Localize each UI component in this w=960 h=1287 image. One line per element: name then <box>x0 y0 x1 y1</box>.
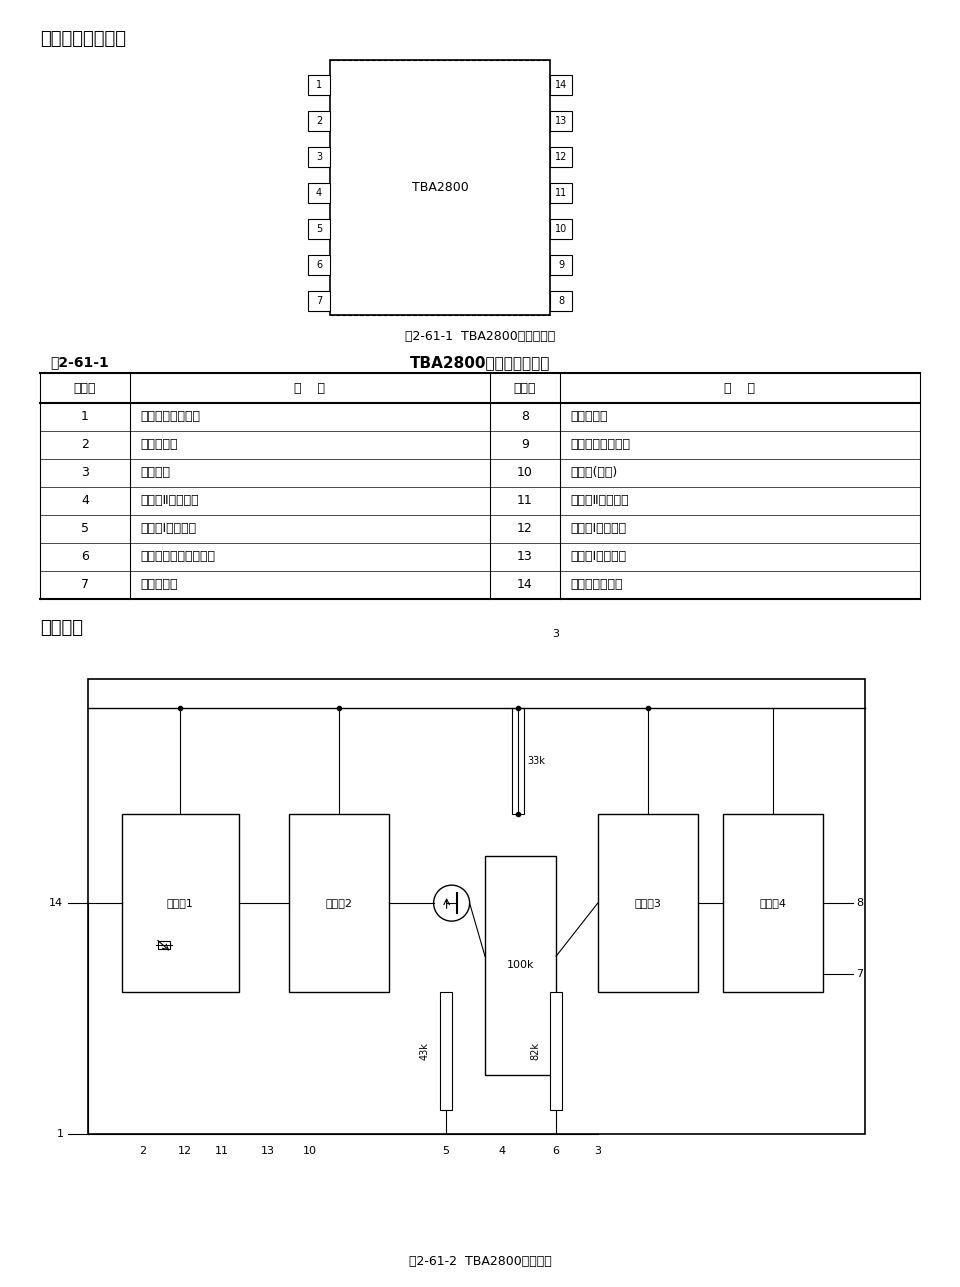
FancyBboxPatch shape <box>550 291 572 311</box>
FancyBboxPatch shape <box>550 992 562 1109</box>
Text: 82k: 82k <box>530 1042 540 1060</box>
FancyBboxPatch shape <box>550 183 572 203</box>
Text: 12: 12 <box>555 152 567 162</box>
Text: 9: 9 <box>558 260 564 270</box>
Text: 14: 14 <box>49 898 63 909</box>
Text: 2: 2 <box>81 439 89 452</box>
Text: 放大器Ⅰ的输出端: 放大器Ⅰ的输出端 <box>570 523 626 535</box>
FancyBboxPatch shape <box>550 147 572 167</box>
FancyBboxPatch shape <box>308 111 330 131</box>
FancyBboxPatch shape <box>550 111 572 131</box>
Text: 放大器Ⅱ的输入端: 放大器Ⅱ的输入端 <box>140 494 199 507</box>
Text: 12: 12 <box>178 1145 191 1156</box>
Text: 放大器Ⅰ的接地端: 放大器Ⅰ的接地端 <box>570 551 626 564</box>
FancyBboxPatch shape <box>550 75 572 95</box>
Text: 3: 3 <box>81 466 89 480</box>
Text: 13: 13 <box>517 551 533 564</box>
FancyBboxPatch shape <box>723 815 824 992</box>
FancyBboxPatch shape <box>550 255 572 275</box>
FancyBboxPatch shape <box>289 815 389 992</box>
Text: 引脚号: 引脚号 <box>74 381 96 395</box>
Text: 9: 9 <box>521 439 529 452</box>
FancyBboxPatch shape <box>598 815 698 992</box>
Text: TBA2800引脚符号及功能: TBA2800引脚符号及功能 <box>410 355 550 369</box>
Text: 输出负脉冲: 输出负脉冲 <box>140 578 178 592</box>
Text: 功    能: 功 能 <box>725 381 756 395</box>
FancyBboxPatch shape <box>308 75 330 95</box>
Text: 43k: 43k <box>420 1042 430 1059</box>
FancyBboxPatch shape <box>485 856 556 1075</box>
FancyBboxPatch shape <box>308 219 330 239</box>
Text: 11: 11 <box>215 1145 229 1156</box>
Text: 2: 2 <box>139 1145 146 1156</box>
Text: 6: 6 <box>316 260 322 270</box>
Text: 1: 1 <box>316 80 322 90</box>
Text: 3: 3 <box>553 629 560 640</box>
Text: 10: 10 <box>302 1145 317 1156</box>
FancyBboxPatch shape <box>157 941 170 949</box>
Text: 12: 12 <box>517 523 533 535</box>
FancyBboxPatch shape <box>513 708 524 815</box>
Text: 5: 5 <box>316 224 323 234</box>
Text: 放大器1: 放大器1 <box>167 898 194 909</box>
Text: 3: 3 <box>316 152 322 162</box>
Text: 放大器3: 放大器3 <box>635 898 661 909</box>
Text: 33k: 33k <box>527 757 545 766</box>
Text: 3: 3 <box>594 1145 601 1156</box>
Text: 5: 5 <box>81 523 89 535</box>
Text: 逻辑框图: 逻辑框图 <box>40 619 83 637</box>
Text: 13: 13 <box>555 116 567 126</box>
Text: 功    能: 功 能 <box>295 381 325 395</box>
FancyBboxPatch shape <box>330 60 550 315</box>
Text: 电源电压: 电源电压 <box>140 466 170 480</box>
Text: 输出信号的接地端: 输出信号的接地端 <box>570 439 630 452</box>
Text: 倒相器4: 倒相器4 <box>759 898 786 909</box>
FancyBboxPatch shape <box>122 815 239 992</box>
Text: 4: 4 <box>316 188 322 198</box>
Text: 外接电阻调节分离阈值: 外接电阻调节分离阈值 <box>140 551 215 564</box>
Text: 放大器Ⅰ的输出端: 放大器Ⅰ的输出端 <box>140 523 196 535</box>
Text: 6: 6 <box>553 1145 560 1156</box>
Text: 外接电容器: 外接电容器 <box>140 439 178 452</box>
FancyBboxPatch shape <box>308 255 330 275</box>
FancyBboxPatch shape <box>550 219 572 239</box>
Text: 7: 7 <box>856 969 863 979</box>
Text: 7: 7 <box>81 578 89 592</box>
Text: 4: 4 <box>498 1145 505 1156</box>
Text: 8: 8 <box>521 411 529 423</box>
Text: 图2-61-2  TBA2800逻辑框图: 图2-61-2 TBA2800逻辑框图 <box>409 1255 551 1268</box>
Text: 1: 1 <box>81 411 89 423</box>
Text: 100k: 100k <box>507 960 535 970</box>
Text: 放大器Ⅱ的输入端: 放大器Ⅱ的输入端 <box>570 494 629 507</box>
Text: 5: 5 <box>443 1145 449 1156</box>
FancyBboxPatch shape <box>308 183 330 203</box>
Text: 引脚排列图及功能: 引脚排列图及功能 <box>40 30 126 48</box>
Text: 14: 14 <box>517 578 533 592</box>
Text: 输出正脉冲: 输出正脉冲 <box>570 411 608 423</box>
Text: 输入信号的接地端: 输入信号的接地端 <box>140 411 200 423</box>
Text: 4: 4 <box>81 494 89 507</box>
Text: 2: 2 <box>316 116 323 126</box>
Text: 8: 8 <box>558 296 564 306</box>
FancyBboxPatch shape <box>308 291 330 311</box>
Text: 8: 8 <box>856 898 863 909</box>
Text: 7: 7 <box>316 296 323 306</box>
Text: 11: 11 <box>555 188 567 198</box>
Text: 1: 1 <box>57 1129 63 1139</box>
FancyBboxPatch shape <box>440 992 452 1109</box>
Text: TBA2800: TBA2800 <box>412 181 468 194</box>
Text: 引脚号: 引脚号 <box>514 381 537 395</box>
Text: 10: 10 <box>517 466 533 480</box>
Text: 13: 13 <box>261 1145 275 1156</box>
Text: 10: 10 <box>555 224 567 234</box>
Text: 表2-61-1: 表2-61-1 <box>50 355 108 369</box>
Text: 14: 14 <box>555 80 567 90</box>
Text: 6: 6 <box>81 551 89 564</box>
Text: 11: 11 <box>517 494 533 507</box>
Text: 测试端(空脚): 测试端(空脚) <box>570 466 617 480</box>
Text: 遥控信号输入端: 遥控信号输入端 <box>570 578 622 592</box>
FancyBboxPatch shape <box>308 147 330 167</box>
Text: 图2-61-1  TBA2800引脚排列图: 图2-61-1 TBA2800引脚排列图 <box>405 329 555 344</box>
Text: 放大器2: 放大器2 <box>325 898 352 909</box>
